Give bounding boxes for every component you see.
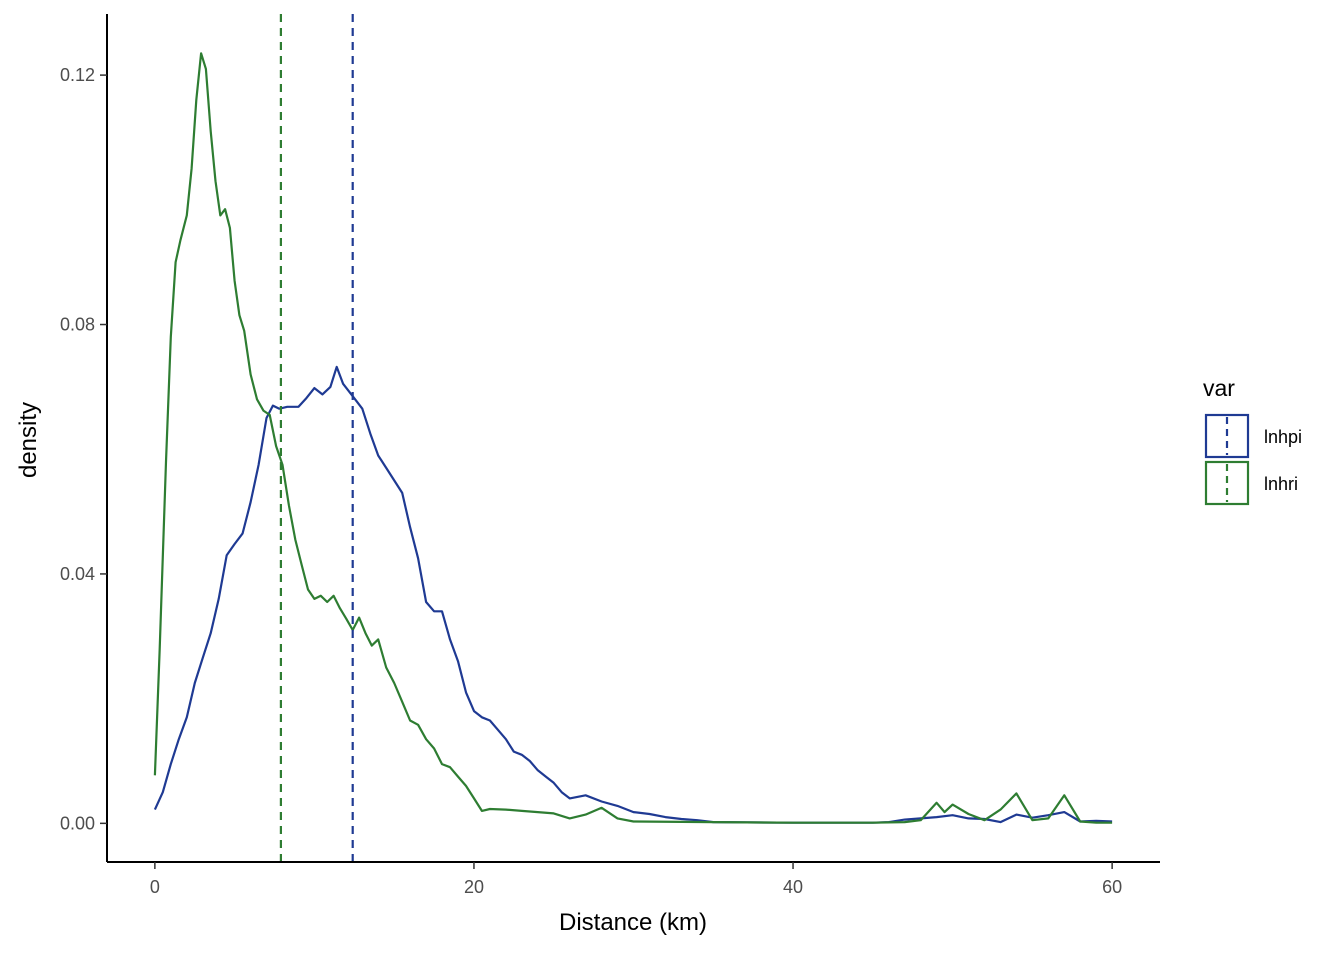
x-tick-label: 0 xyxy=(150,877,160,897)
y-tick-label: 0.12 xyxy=(60,65,95,85)
plot-area xyxy=(153,14,1113,862)
legend-title: var xyxy=(1203,375,1235,401)
y-tick-label: 0.00 xyxy=(60,813,95,833)
series-lines xyxy=(153,52,1113,824)
legend-label-lnhri: lnhri xyxy=(1264,474,1298,494)
y-tick-label: 0.08 xyxy=(60,315,95,335)
legend-label-lnhpi: lnhpi xyxy=(1264,427,1302,447)
legend: var lnhpi lnhri xyxy=(1203,375,1302,506)
legend-items: lnhpi lnhri xyxy=(1204,413,1302,506)
y-axis-title: density xyxy=(15,402,42,478)
density-line-lnhpi xyxy=(153,365,1113,824)
density-line-lnhri xyxy=(153,52,1113,824)
x-tick-label: 60 xyxy=(1102,877,1122,897)
x-axis-title: Distance (km) xyxy=(559,909,707,936)
y-axis: 0.00 0.04 0.08 0.12 xyxy=(60,14,108,862)
x-tick-label: 40 xyxy=(783,877,803,897)
x-tick-label: 20 xyxy=(464,877,484,897)
mean-lines xyxy=(279,14,354,862)
y-tick-label: 0.04 xyxy=(60,564,95,584)
x-axis: 0 20 40 60 xyxy=(107,861,1160,897)
